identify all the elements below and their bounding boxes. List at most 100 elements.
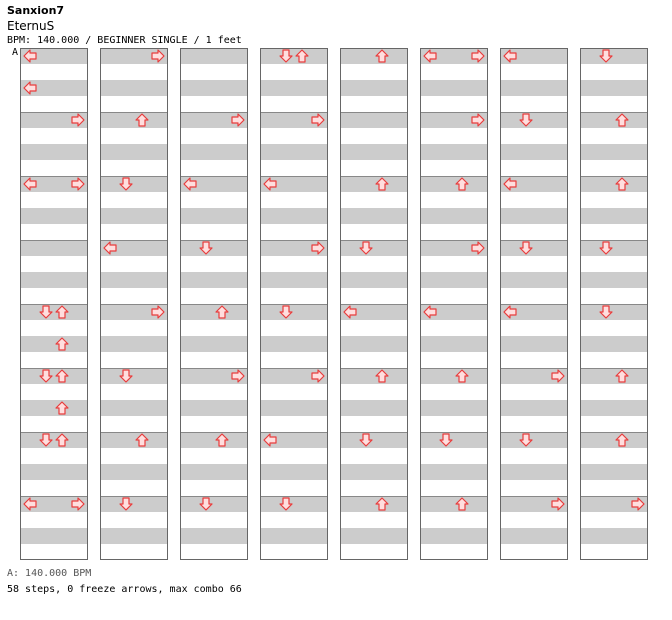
beat-stripe (100, 512, 168, 528)
step-arrow-down (119, 369, 133, 383)
beat-stripe (580, 384, 648, 400)
beat-stripe (420, 496, 488, 512)
beat-stripe (20, 544, 88, 560)
beat-stripe (20, 432, 88, 448)
beat-stripe (260, 80, 328, 96)
step-arrow-right (311, 241, 325, 255)
beat-stripe (340, 304, 408, 320)
beat-stripe (340, 416, 408, 432)
beat-stripe (260, 96, 328, 112)
beat-stripe (100, 128, 168, 144)
beat-stripe (340, 384, 408, 400)
step-arrow-left (23, 177, 37, 191)
step-arrow-down (199, 497, 213, 511)
beat-stripe (340, 64, 408, 80)
beat-stripe (100, 400, 168, 416)
beat-stripe (180, 208, 248, 224)
column-border (20, 48, 88, 560)
beat-stripe (340, 528, 408, 544)
beat-stripe (340, 544, 408, 560)
beat-stripe (420, 64, 488, 80)
beat-stripe (500, 64, 568, 80)
beat-stripe (20, 176, 88, 192)
beat-stripe (20, 128, 88, 144)
beat-stripe (500, 208, 568, 224)
step-arrow-left (23, 81, 37, 95)
beat-stripe (580, 224, 648, 240)
beat-stripe (500, 480, 568, 496)
step-arrow-up (615, 113, 629, 127)
beat-stripe (180, 304, 248, 320)
step-arrow-left (263, 433, 277, 447)
beat-stripe (420, 528, 488, 544)
beat-stripe (180, 224, 248, 240)
step-arrow-up (375, 369, 389, 383)
beat-stripe (580, 416, 648, 432)
beat-stripe (260, 544, 328, 560)
step-arrow-up (375, 177, 389, 191)
beat-stripe (420, 272, 488, 288)
beat-stripe (420, 208, 488, 224)
beat-stripe (420, 544, 488, 560)
beat-stripe (180, 432, 248, 448)
step-arrow-down (39, 433, 53, 447)
beat-stripe (500, 384, 568, 400)
beat-stripe (180, 80, 248, 96)
beat-stripe (260, 400, 328, 416)
beat-stripe (260, 240, 328, 256)
beat-stripe (180, 192, 248, 208)
beat-stripe (260, 384, 328, 400)
beat-stripe (500, 176, 568, 192)
beat-stripe (20, 240, 88, 256)
beat-stripe (100, 80, 168, 96)
column-border (420, 48, 488, 560)
beat-stripe (260, 112, 328, 128)
step-arrow-right (151, 305, 165, 319)
beat-stripe (180, 240, 248, 256)
step-arrow-up (55, 369, 69, 383)
beat-stripe (580, 256, 648, 272)
step-arrow-down (119, 177, 133, 191)
beat-stripe (20, 352, 88, 368)
chart-column (260, 48, 328, 560)
beat-stripe (500, 528, 568, 544)
beat-stripe (420, 176, 488, 192)
beat-stripe (180, 272, 248, 288)
beat-stripe (340, 80, 408, 96)
beat-stripe (100, 384, 168, 400)
beat-stripe (180, 144, 248, 160)
beat-stripe (500, 80, 568, 96)
beat-stripe (500, 448, 568, 464)
beat-stripe (180, 48, 248, 64)
beat-stripe (100, 528, 168, 544)
beat-stripe (20, 448, 88, 464)
step-arrow-left (263, 177, 277, 191)
beat-stripe (100, 352, 168, 368)
beat-stripe (580, 320, 648, 336)
beat-stripe (20, 272, 88, 288)
step-arrow-up (455, 369, 469, 383)
beat-stripe (20, 112, 88, 128)
beat-stripe (420, 96, 488, 112)
chart-info: BPM: 140.000 / BEGINNER SINGLE / 1 feet (7, 35, 242, 46)
beat-stripe (100, 144, 168, 160)
beat-stripe (500, 368, 568, 384)
beat-stripe (420, 352, 488, 368)
beat-stripe (340, 496, 408, 512)
beat-stripe (420, 240, 488, 256)
step-arrow-down (279, 305, 293, 319)
step-arrow-up (215, 433, 229, 447)
beat-stripe (180, 352, 248, 368)
beat-stripe (580, 368, 648, 384)
step-arrow-down (599, 305, 613, 319)
step-arrow-down (39, 305, 53, 319)
beat-stripe (580, 288, 648, 304)
step-arrow-right (471, 49, 485, 63)
chart-column (100, 48, 168, 560)
beat-stripe (260, 224, 328, 240)
beat-stripe (100, 48, 168, 64)
step-arrow-down (39, 369, 53, 383)
beat-stripe (500, 112, 568, 128)
step-arrow-right (151, 49, 165, 63)
beat-stripe (340, 512, 408, 528)
